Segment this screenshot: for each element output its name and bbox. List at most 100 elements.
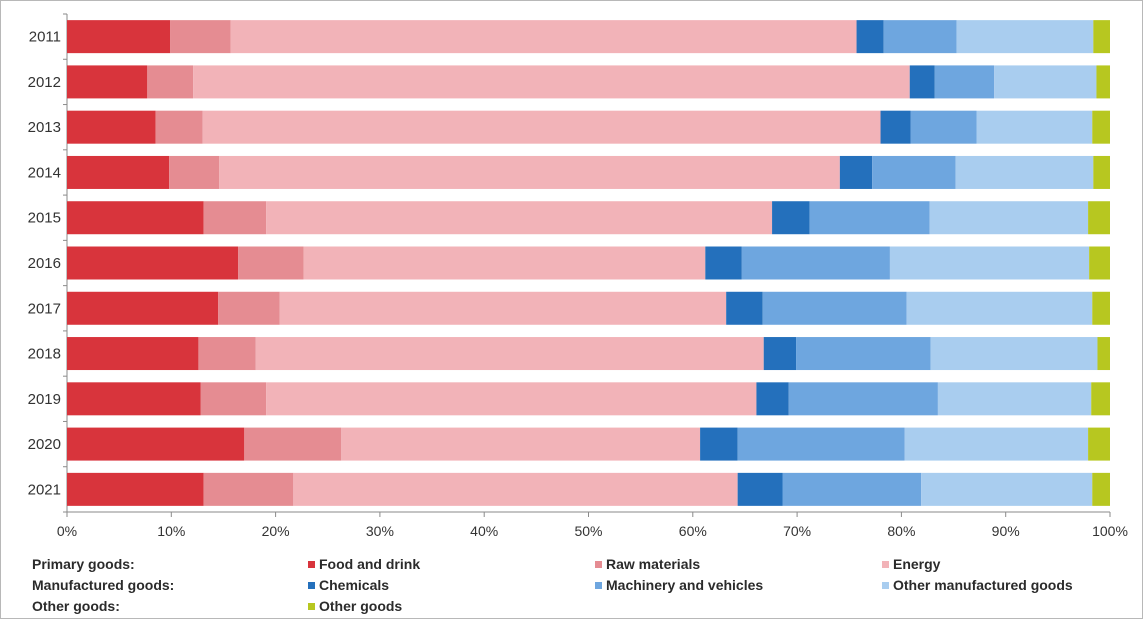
bar-segment-2014-5 xyxy=(955,155,1094,189)
legend-item-other-manufactured-goods: Other manufactured goods xyxy=(882,577,1073,593)
bar-segment-2012-6 xyxy=(1096,65,1110,99)
legend-swatch-other-goods xyxy=(308,602,315,610)
y-tick-label-2021: 2021 xyxy=(28,481,61,498)
bar-segment-2018-6 xyxy=(1097,337,1110,371)
x-tick-label-8: 80% xyxy=(887,523,915,539)
bar-segment-2014-2 xyxy=(219,155,840,189)
bar-segment-2013-1 xyxy=(155,110,203,144)
bar-segment-2012-1 xyxy=(147,65,194,99)
y-tick-label-2017: 2017 xyxy=(28,300,61,317)
legend-swatch-chemicals xyxy=(308,581,315,589)
legend-item-food-and-drink: Food and drink xyxy=(308,556,420,572)
bar-segment-2015-6 xyxy=(1088,201,1110,235)
bar-segment-2012-4 xyxy=(934,65,995,99)
legend-swatch-energy xyxy=(882,560,889,568)
bar-segment-2017-1 xyxy=(218,291,280,325)
bar-segment-2021-6 xyxy=(1092,472,1110,506)
bar-segment-2012-5 xyxy=(994,65,1097,99)
bar-segment-2017-6 xyxy=(1092,291,1110,325)
legend-label-other-manufactured-goods: Other manufactured goods xyxy=(893,577,1073,593)
bar-segment-2021-0 xyxy=(67,472,204,506)
bar-segment-2011-4 xyxy=(883,20,957,54)
x-tick-label-9: 90% xyxy=(992,523,1020,539)
legend-swatch-raw-materials xyxy=(595,560,602,568)
bar-segment-2011-5 xyxy=(956,20,1094,54)
bar-segment-2014-1 xyxy=(169,155,220,189)
bar-segment-2017-3 xyxy=(726,291,763,325)
bar-segment-2012-2 xyxy=(193,65,910,99)
x-tick-label-6: 60% xyxy=(679,523,707,539)
bar-segment-2013-3 xyxy=(880,110,911,144)
bar-segment-2016-1 xyxy=(238,246,304,280)
bar-segment-2020-0 xyxy=(67,427,245,461)
bar-segment-2015-1 xyxy=(203,201,267,235)
bar-segment-2021-3 xyxy=(737,472,783,506)
x-tick-label-7: 70% xyxy=(783,523,811,539)
bar-segment-2021-4 xyxy=(782,472,922,506)
y-tick-label-2014: 2014 xyxy=(28,164,61,181)
legend-label-energy: Energy xyxy=(893,556,941,572)
y-tick-label-2016: 2016 xyxy=(28,255,61,272)
bar-segment-2011-6 xyxy=(1093,20,1110,54)
x-tick-label-10: 100% xyxy=(1092,523,1128,539)
legend-item-other-goods: Other goods xyxy=(308,598,402,614)
bar-segment-2012-3 xyxy=(909,65,935,99)
bar-segment-2019-1 xyxy=(200,382,267,416)
bar-segment-2015-2 xyxy=(266,201,773,235)
bar-segment-2013-2 xyxy=(202,110,881,144)
x-tick-label-5: 50% xyxy=(574,523,602,539)
bar-segment-2016-2 xyxy=(303,246,706,280)
legend-item-machinery-and-vehicles: Machinery and vehicles xyxy=(595,577,763,593)
y-tick-label-2011: 2011 xyxy=(29,29,61,46)
bar-segment-2014-4 xyxy=(872,155,956,189)
x-tick-label-3: 30% xyxy=(366,523,394,539)
x-tick-label-2: 20% xyxy=(262,523,290,539)
bar-segment-2019-5 xyxy=(937,382,1092,416)
bar-segment-2018-2 xyxy=(255,337,764,371)
bar-segment-2011-2 xyxy=(230,20,857,54)
bar-segment-2016-4 xyxy=(741,246,890,280)
legend-swatch-other-manufactured-goods xyxy=(882,581,889,589)
bar-segment-2018-3 xyxy=(763,337,797,371)
bar-segment-2015-3 xyxy=(772,201,810,235)
bar-segment-2012-0 xyxy=(67,65,148,99)
legend-item-chemicals: Chemicals xyxy=(308,577,389,593)
bar-segment-2021-2 xyxy=(293,472,738,506)
bar-segment-2019-2 xyxy=(266,382,757,416)
bar-segment-2014-6 xyxy=(1093,155,1110,189)
bar-segment-2019-3 xyxy=(756,382,789,416)
bar-segment-2013-4 xyxy=(910,110,977,144)
legend-label-chemicals: Chemicals xyxy=(319,577,390,593)
x-tick-label-0: 0% xyxy=(57,523,77,539)
bar-segment-2017-4 xyxy=(762,291,907,325)
legend-label-food-and-drink: Food and drink xyxy=(319,556,421,572)
y-tick-label-2013: 2013 xyxy=(28,119,61,136)
legend-group-primary: Primary goods: xyxy=(32,556,135,572)
y-tick-label-2019: 2019 xyxy=(28,391,61,408)
bar-segment-2021-1 xyxy=(203,472,294,506)
x-tick-label-4: 40% xyxy=(470,523,498,539)
bar-segment-2018-0 xyxy=(67,337,199,371)
bar-segment-2020-3 xyxy=(700,427,738,461)
bar-segment-2011-1 xyxy=(170,20,231,54)
bar-segment-2015-0 xyxy=(67,201,204,235)
legend-item-raw-materials: Raw materials xyxy=(595,556,700,572)
x-tick-label-1: 10% xyxy=(157,523,185,539)
bar-segment-2014-0 xyxy=(67,155,170,189)
bar-segment-2016-5 xyxy=(889,246,1090,280)
bar-segment-2014-3 xyxy=(839,155,873,189)
legend-group-other: Other goods: xyxy=(32,598,120,614)
bar-segment-2015-4 xyxy=(809,201,930,235)
bar-segment-2018-1 xyxy=(198,337,256,371)
legend-swatch-food-and-drink xyxy=(308,560,315,568)
bar-segment-2016-6 xyxy=(1089,246,1110,280)
bar-segment-2017-5 xyxy=(906,291,1093,325)
bar-segment-2020-4 xyxy=(737,427,905,461)
legend-label-other-goods: Other goods xyxy=(319,598,403,614)
bar-segment-2020-5 xyxy=(904,427,1089,461)
y-tick-label-2018: 2018 xyxy=(28,346,61,363)
bar-segment-2016-0 xyxy=(67,246,239,280)
bar-segment-2019-4 xyxy=(788,382,938,416)
bar-segment-2011-3 xyxy=(856,20,884,54)
